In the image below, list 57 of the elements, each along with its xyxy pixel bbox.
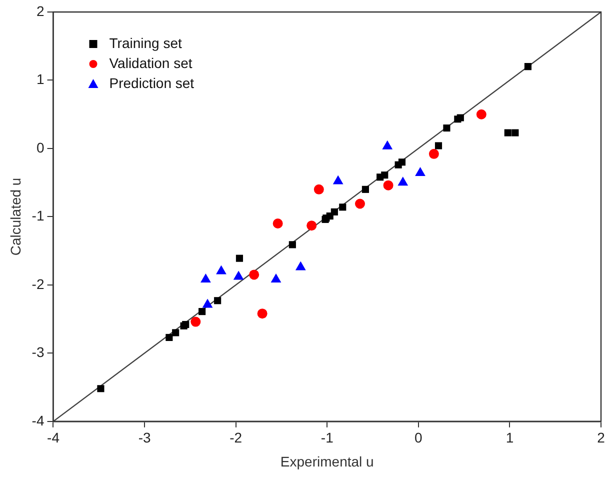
point [190, 316, 201, 327]
point [476, 109, 486, 120]
legend-label: Prediction set [109, 74, 194, 91]
point [354, 198, 365, 209]
point [288, 241, 296, 248]
point [382, 140, 393, 150]
point [434, 142, 442, 150]
x-tick-label: -3 [138, 430, 151, 446]
point [216, 265, 226, 274]
x-tick-label: 2 [597, 430, 606, 446]
legend-label: Validation set [109, 54, 192, 71]
point [198, 308, 206, 316]
point [398, 158, 406, 166]
point [330, 208, 338, 216]
x-tick-label: -1 [320, 430, 334, 446]
point [332, 175, 344, 184]
point [200, 273, 211, 282]
point [233, 270, 244, 280]
point [339, 204, 346, 211]
point [381, 172, 388, 179]
y-tick-label: -2 [32, 276, 44, 292]
point [257, 308, 268, 319]
point [295, 261, 306, 270]
y-tick-label: 1 [36, 71, 44, 88]
x-axis-title: Experimental u [280, 453, 374, 470]
x-tick-label: -4 [47, 430, 60, 446]
y-tick-label: 2 [36, 2, 44, 19]
point [524, 63, 532, 70]
point [512, 129, 519, 136]
point [383, 180, 394, 190]
point [428, 148, 439, 159]
point [398, 176, 408, 186]
point [172, 329, 180, 336]
y-tick-label: -4 [32, 412, 44, 428]
point [272, 218, 283, 229]
point [97, 385, 104, 392]
y-axis-title: Calculated u [7, 178, 24, 256]
point [415, 167, 426, 176]
point [362, 186, 370, 193]
point [306, 220, 317, 231]
point [504, 129, 512, 136]
x-tick-label: 1 [506, 430, 514, 446]
point [270, 273, 282, 282]
point [443, 124, 450, 132]
x-tick-label: 0 [414, 430, 423, 446]
point [214, 297, 222, 304]
point [236, 254, 244, 262]
point [456, 114, 464, 122]
point [166, 334, 173, 342]
x-tick-label: -2 [230, 430, 242, 446]
point [202, 298, 213, 308]
legend-label: Training set [109, 34, 182, 51]
point [314, 184, 324, 194]
y-tick-label: 0 [36, 139, 44, 156]
point [249, 270, 260, 280]
y-tick-label: -1 [32, 208, 44, 224]
y-tick-label: -3 [32, 344, 44, 360]
